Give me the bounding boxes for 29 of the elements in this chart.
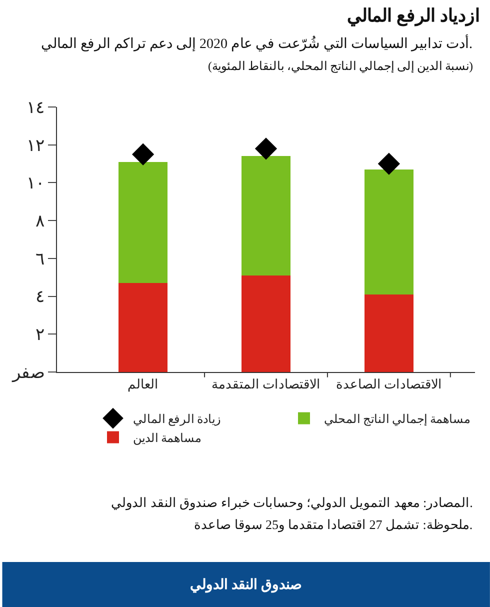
chart-title: ازدياد الرفع المالي [347, 5, 480, 26]
text: ملحوظة: تشمل 27 اقتصادا متقدما و25 سوقا صاعدة. [194, 517, 473, 533]
bar [364, 294, 414, 372]
y-tick-label: ١٤ [26, 98, 45, 117]
y-tick-label: ٤ [36, 287, 45, 306]
point [378, 152, 400, 175]
bar [241, 156, 291, 276]
legend-label: زيادة الرفع المالي [133, 412, 221, 426]
y-tick-label: ١٢ [26, 136, 45, 155]
legend-label: مساهمة إجمالي الناتج المحلي [324, 412, 470, 427]
text: صندوق النقد الدولي [190, 578, 302, 593]
y-tick-label: صفر [12, 362, 45, 383]
bar [364, 169, 414, 294]
bar [118, 283, 168, 372]
legend-label: مساهمة الدين [133, 430, 201, 445]
y-tick-label: ١٠ [26, 174, 45, 193]
y-tick-label: ٢ [36, 325, 45, 344]
chart-subtitle: أدت تدابير السياسات التي شُرّعت في عام 2020 إلى دعم تراكم الرفع المالي. [41, 33, 472, 52]
point [254, 138, 278, 160]
x-tick-label: الاقتصادات المتقدمة [211, 376, 321, 392]
x-tick-label: العالم [128, 376, 159, 393]
point [132, 143, 154, 166]
y-axis-title: (نسبة الدين إلى إجمالي الناتج المحلي، بالنقاط المئوية) [208, 59, 473, 74]
text: المصادر: معهد التمويل الدولي؛ وحسابات خبراء صندوق النقد الدولي. [111, 495, 473, 511]
y-tick-label: ٦ [36, 249, 45, 268]
y-tick-label: ٨ [36, 212, 45, 231]
bar [241, 275, 291, 372]
x-tick-label: الاقتصادات الصاعدة [336, 376, 442, 392]
bar [118, 162, 168, 284]
